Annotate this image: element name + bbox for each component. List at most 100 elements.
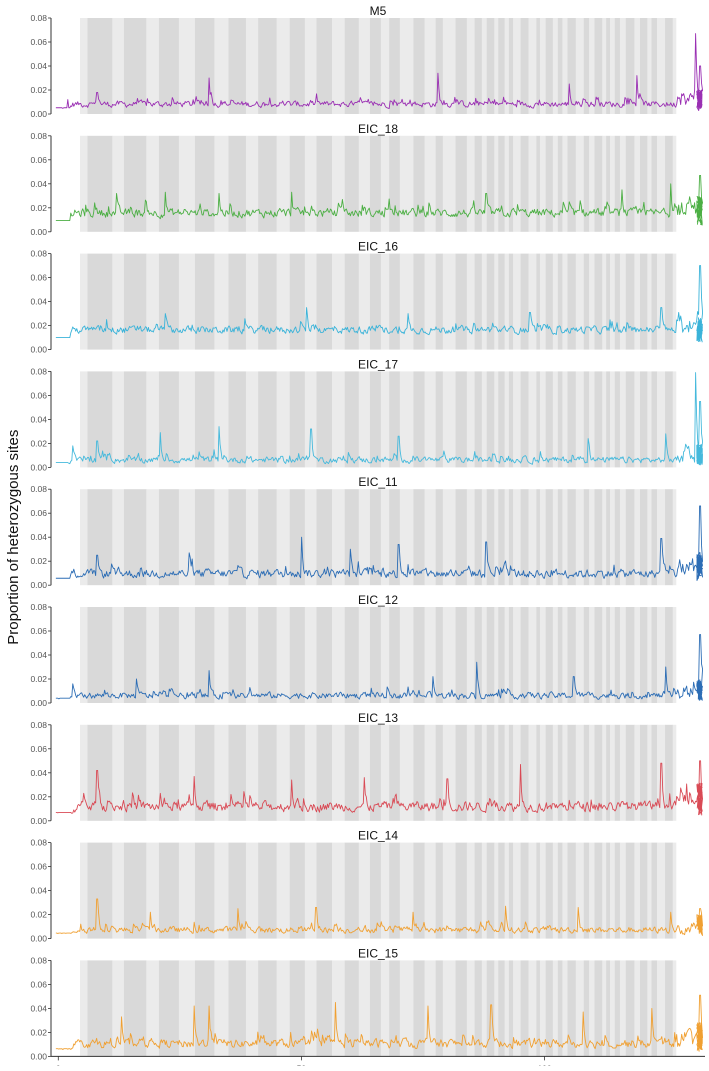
- background-band: [504, 724, 510, 821]
- background-band: [504, 371, 510, 468]
- background-band: [486, 607, 495, 703]
- background-band: [276, 842, 291, 939]
- y-tick-label: 0.06: [30, 744, 47, 754]
- background-band: [562, 607, 568, 703]
- background-band: [528, 489, 537, 586]
- background-band: [258, 253, 277, 350]
- background-band: [610, 489, 616, 586]
- y-tick-label: 0.06: [30, 626, 47, 636]
- background-band: [245, 842, 259, 939]
- background-band: [640, 960, 648, 1057]
- background-band: [589, 371, 595, 468]
- background-band: [481, 135, 488, 232]
- background-band: [567, 724, 577, 821]
- background-band: [80, 253, 88, 350]
- background-band: [369, 607, 382, 703]
- background-band: [289, 960, 306, 1057]
- background-band: [614, 253, 621, 350]
- background-band: [625, 371, 635, 468]
- background-band: [158, 724, 180, 821]
- background-band: [647, 253, 652, 350]
- background-band: [634, 607, 641, 703]
- background-band: [504, 607, 510, 703]
- background-band: [158, 607, 180, 703]
- background-band: [344, 489, 360, 586]
- y-tick-label: 0.08: [30, 131, 47, 141]
- background-band: [508, 607, 514, 703]
- background-band: [619, 724, 627, 821]
- background-band: [651, 371, 658, 468]
- background-band: [380, 607, 390, 703]
- background-band: [358, 724, 371, 821]
- background-band: [466, 960, 475, 1057]
- background-band: [520, 371, 529, 468]
- background-band: [413, 489, 425, 586]
- background-band: [344, 842, 360, 939]
- background-band: [562, 724, 568, 821]
- background-band: [258, 724, 277, 821]
- background-band: [228, 371, 247, 468]
- background-band: [494, 724, 499, 821]
- panel-title: EIC_15: [358, 946, 398, 960]
- background-band: [245, 960, 259, 1057]
- background-band: [567, 371, 577, 468]
- background-band: [539, 253, 546, 350]
- background-band: [389, 253, 401, 350]
- background-band: [614, 371, 621, 468]
- background-band: [602, 371, 607, 468]
- background-band: [647, 607, 652, 703]
- background-band: [672, 371, 677, 468]
- background-band: [634, 960, 641, 1057]
- background-band: [413, 371, 425, 468]
- background-band: [424, 842, 436, 939]
- background-band: [455, 489, 468, 586]
- background-band: [380, 842, 390, 939]
- background-band: [466, 135, 475, 232]
- background-band: [498, 960, 505, 1057]
- background-band: [508, 371, 514, 468]
- background-band: [610, 607, 616, 703]
- background-band: [80, 724, 88, 821]
- background-band: [575, 842, 585, 939]
- series-line-eic-13: [55, 760, 704, 816]
- background-band: [545, 960, 554, 1057]
- background-band: [552, 489, 559, 586]
- background-band: [245, 489, 259, 586]
- panel-eic-16: EIC_16 0.00 0.02 0.04 0.06 0.08: [30, 240, 704, 355]
- background-band: [332, 960, 345, 1057]
- background-band: [80, 842, 88, 939]
- background-band: [245, 253, 259, 350]
- background-band: [651, 607, 658, 703]
- background-band: [481, 253, 488, 350]
- background-band: [610, 253, 616, 350]
- background-band: [640, 724, 648, 821]
- background-band: [594, 960, 603, 1057]
- background-band: [214, 489, 229, 586]
- background-band: [304, 489, 317, 586]
- background-band: [536, 724, 541, 821]
- background-band: [567, 253, 577, 350]
- background-band: [520, 607, 529, 703]
- y-tick-label: 0.06: [30, 390, 47, 400]
- y-tick-label: 0.04: [30, 414, 47, 424]
- background-band: [245, 135, 259, 232]
- background-band: [647, 18, 652, 114]
- background-band: [545, 135, 554, 232]
- background-band: [619, 489, 627, 586]
- background-band: [545, 489, 554, 586]
- background-band: [289, 489, 306, 586]
- background-band: [80, 371, 88, 468]
- background-band: [369, 960, 382, 1057]
- background-band: [498, 371, 505, 468]
- background-band: [583, 253, 590, 350]
- background-band: [178, 842, 196, 939]
- background-band: [358, 489, 371, 586]
- background-band: [158, 18, 180, 114]
- background-band: [304, 135, 317, 232]
- background-band: [536, 607, 541, 703]
- background-band: [513, 724, 521, 821]
- background-band: [276, 135, 291, 232]
- background-band: [602, 18, 607, 114]
- background-band: [474, 724, 483, 821]
- background-band: [466, 253, 475, 350]
